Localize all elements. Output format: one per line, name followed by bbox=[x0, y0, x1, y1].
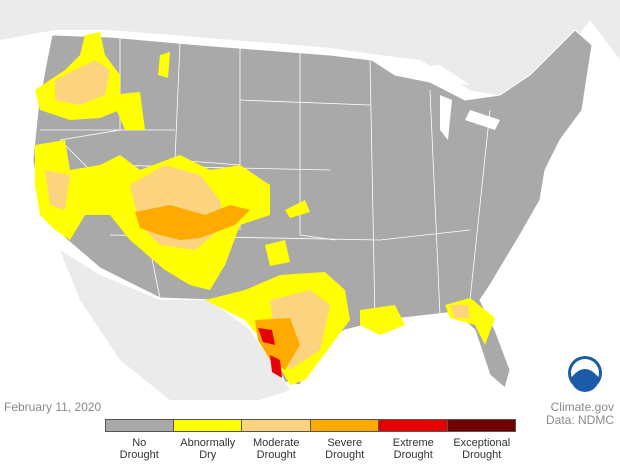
legend-label: Exceptional Drought bbox=[453, 437, 510, 461]
legend-item: Moderate Drought bbox=[242, 419, 311, 461]
legend-label-line: Drought bbox=[119, 449, 159, 461]
drought-map bbox=[0, 0, 620, 400]
legend-label-line: Drought bbox=[462, 449, 502, 461]
canada bbox=[0, 0, 620, 100]
legend-label-line: Dry bbox=[199, 449, 217, 461]
legend: No Drought Abnormally Dry Moderate Drought Sev… bbox=[105, 419, 516, 461]
legend-swatch bbox=[105, 419, 174, 432]
legend-label-line: Drought bbox=[393, 449, 433, 461]
legend-label: No Drought bbox=[120, 437, 159, 461]
extreme-drought-areas bbox=[258, 328, 282, 378]
legend-item: Exceptional Drought bbox=[447, 419, 516, 461]
legend-label: Severe Drought bbox=[325, 437, 364, 461]
great-lakes bbox=[395, 65, 470, 85]
legend-swatch bbox=[173, 419, 242, 432]
legend-label-line: Extreme bbox=[392, 437, 434, 449]
legend-label: Abnormally Dry bbox=[180, 437, 235, 461]
legend-swatch bbox=[379, 419, 448, 432]
credit: Data: NDMC bbox=[545, 413, 614, 427]
mexico bbox=[60, 250, 290, 400]
legend-label: Extreme Drought bbox=[393, 437, 434, 461]
legend-label-line: No bbox=[132, 437, 147, 449]
legend-item: Extreme Drought bbox=[379, 419, 448, 461]
legend-label-line: Drought bbox=[256, 449, 296, 461]
legend-swatch bbox=[242, 419, 311, 432]
great-lakes bbox=[440, 95, 500, 140]
legend-swatch bbox=[447, 419, 516, 432]
legend-label-line: Exceptional bbox=[453, 437, 511, 449]
legend-label-line: Abnormally bbox=[180, 437, 236, 449]
noaa-logo bbox=[568, 356, 602, 392]
legend-label-line: Moderate bbox=[253, 437, 300, 449]
legend-label-line: Drought bbox=[325, 449, 365, 461]
legend-item: No Drought bbox=[105, 419, 174, 461]
map-date: February 11, 2020 bbox=[4, 400, 102, 414]
legend-item: Abnormally Dry bbox=[173, 419, 242, 461]
legend-item: Severe Drought bbox=[310, 419, 379, 461]
legend-label: Moderate Drought bbox=[253, 437, 299, 461]
legend-label-line: Severe bbox=[327, 437, 363, 449]
legend-swatch bbox=[310, 419, 379, 432]
credit: Climate.gov bbox=[550, 400, 614, 414]
